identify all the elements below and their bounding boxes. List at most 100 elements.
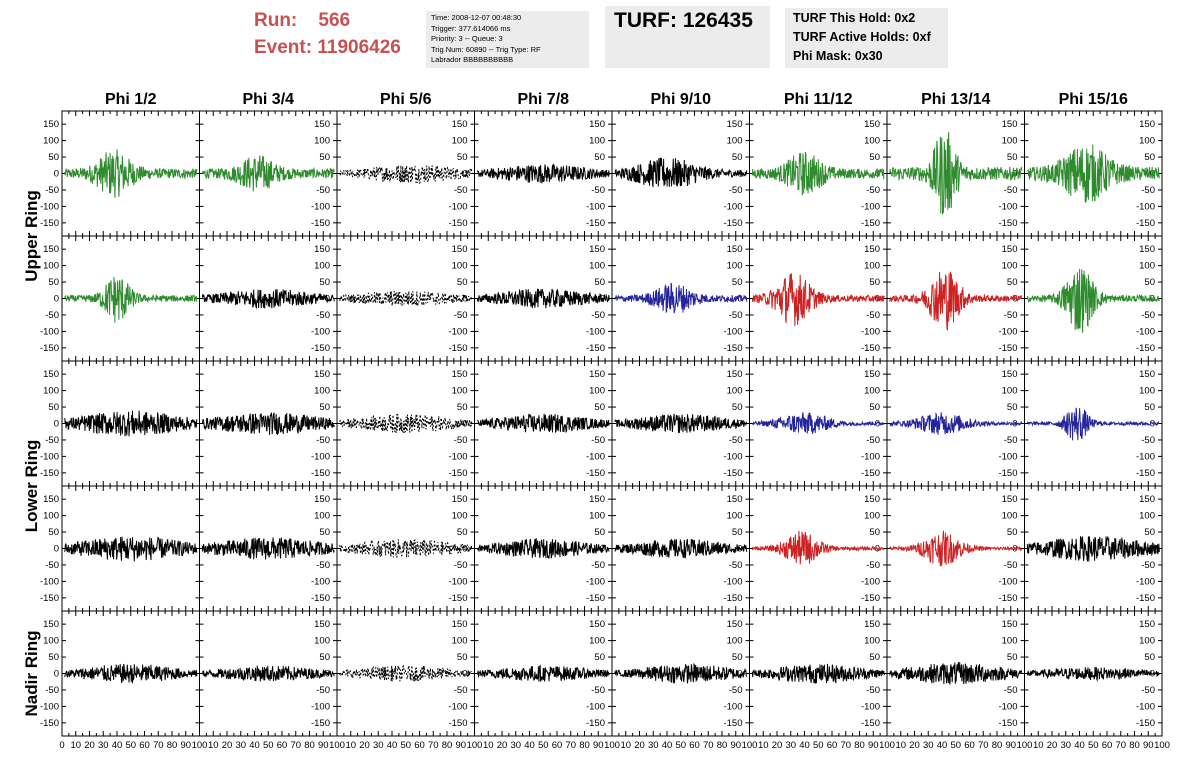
y-tick-label: -150 [1136, 218, 1155, 229]
y-tick-label: 0 [1150, 419, 1155, 430]
y-tick-label: 50 [457, 527, 468, 538]
y-tick-label: 50 [869, 527, 880, 538]
y-tick-label: 150 [727, 119, 743, 130]
column-title-1: Phi 1/2 [105, 91, 157, 108]
y-tick-label: -50 [1141, 560, 1155, 571]
column-title-3: Phi 5/6 [380, 91, 432, 108]
y-tick-label: 150 [864, 619, 880, 630]
y-tick-label: 100 [864, 511, 880, 522]
info-time: Time: 2008-12-07 00:48:30 [431, 13, 522, 22]
waveform-r4-c5 [614, 538, 748, 559]
y-tick-label: 100 [314, 136, 330, 147]
y-tick-label: -100 [311, 201, 330, 212]
y-tick-label: 100 [1139, 386, 1155, 397]
y-tick-label: -100 [861, 451, 880, 462]
y-tick-label: 50 [48, 527, 59, 538]
y-tick-label: 150 [1002, 244, 1018, 255]
y-tick-label: 0 [737, 294, 742, 305]
y-tick-label: -150 [861, 343, 880, 354]
y-tick-label: -100 [586, 326, 605, 337]
waveform-r4-c7 [889, 530, 1023, 567]
x-tick-label: 60 [827, 740, 838, 751]
y-tick-label: 150 [314, 494, 330, 505]
y-tick-label: 50 [319, 277, 330, 288]
x-tick-label: 100 [1154, 740, 1170, 751]
y-tick-label: 150 [1139, 119, 1155, 130]
y-tick-label: -100 [311, 326, 330, 337]
y-tick-label: -150 [723, 343, 742, 354]
waveform-r2-c6 [751, 273, 885, 327]
x-tick-label: 50 [400, 740, 411, 751]
y-tick-label: -50 [729, 185, 743, 196]
x-tick-label: 70 [153, 740, 164, 751]
y-tick-label: 100 [589, 136, 605, 147]
info-labrador: Labrador BBBBBBBBBB [431, 55, 514, 64]
waveform-r3-c4 [477, 413, 610, 434]
y-tick-label: -50 [316, 685, 330, 696]
y-tick-label: 50 [1144, 402, 1155, 413]
y-tick-label: 150 [864, 369, 880, 380]
y-tick-label: -150 [861, 468, 880, 479]
x-tick-label: 40 [524, 740, 535, 751]
turf-this-hold: TURF This Hold: 0x2 [793, 11, 916, 25]
waveform-r2-c1 [64, 276, 198, 323]
y-tick-label: 100 [1002, 636, 1018, 647]
y-tick-label: 0 [54, 544, 59, 555]
y-tick-label: -150 [723, 593, 742, 604]
y-tick-label: 150 [452, 494, 468, 505]
y-tick-label: 150 [452, 119, 468, 130]
y-tick-label: 0 [462, 419, 467, 430]
x-tick-label: 50 [1088, 740, 1099, 751]
x-tick-label: 90 [1143, 740, 1154, 751]
y-tick-label: 50 [869, 652, 880, 663]
y-tick-label: 0 [54, 294, 59, 305]
x-tick-label: 30 [648, 740, 659, 751]
y-tick-label: -100 [998, 451, 1017, 462]
y-tick-label: 150 [452, 369, 468, 380]
waveform-r5-c3 [339, 665, 473, 682]
y-tick-label: -100 [998, 326, 1017, 337]
x-tick-label: 60 [552, 740, 563, 751]
y-tick-label: -150 [1136, 343, 1155, 354]
y-tick-label: 150 [43, 244, 59, 255]
x-tick-label: 50 [125, 740, 136, 751]
turf-hold-box: TURF This Hold: 0x2 TURF Active Holds: 0… [785, 8, 948, 68]
x-tick-label: 90 [180, 740, 191, 751]
y-tick-label: -150 [448, 218, 467, 229]
y-tick-label: 150 [452, 244, 468, 255]
y-tick-label: 150 [1002, 494, 1018, 505]
y-tick-label: -50 [591, 310, 605, 321]
waveform-r4-c8 [1026, 536, 1160, 563]
y-tick-label: 50 [594, 652, 605, 663]
y-tick-label: 100 [452, 636, 468, 647]
phi-mask: Phi Mask: 0x30 [793, 49, 883, 63]
y-tick-label: -150 [998, 593, 1017, 604]
waveform-r5-c8 [1026, 666, 1160, 682]
y-tick-label: -50 [1004, 185, 1018, 196]
column-title-7: Phi 13/14 [921, 91, 990, 108]
y-tick-label: -50 [866, 185, 880, 196]
y-tick-label: -100 [723, 326, 742, 337]
waveform-r4-c2 [201, 537, 335, 560]
x-tick-label: 100 [329, 740, 345, 751]
y-tick-label: 150 [1139, 369, 1155, 380]
x-tick-label: 90 [868, 740, 879, 751]
y-tick-label: 150 [589, 369, 605, 380]
y-tick-label: -50 [866, 560, 880, 571]
y-tick-label: -150 [861, 718, 880, 729]
x-tick-label: 100 [467, 740, 483, 751]
y-tick-label: 100 [1002, 511, 1018, 522]
x-tick-label: 50 [950, 740, 961, 751]
y-tick-label: -150 [1136, 718, 1155, 729]
waveform-r4-c4 [476, 537, 610, 559]
x-tick-label: 70 [290, 740, 301, 751]
y-tick-label: -150 [586, 718, 605, 729]
y-tick-label: 50 [594, 527, 605, 538]
x-tick-label: 80 [1129, 740, 1140, 751]
x-tick-label: 40 [662, 740, 673, 751]
y-tick-label: 150 [589, 494, 605, 505]
x-tick-label: 10 [895, 740, 906, 751]
waveform-r5-c5 [614, 662, 748, 684]
y-tick-label: 50 [457, 652, 468, 663]
